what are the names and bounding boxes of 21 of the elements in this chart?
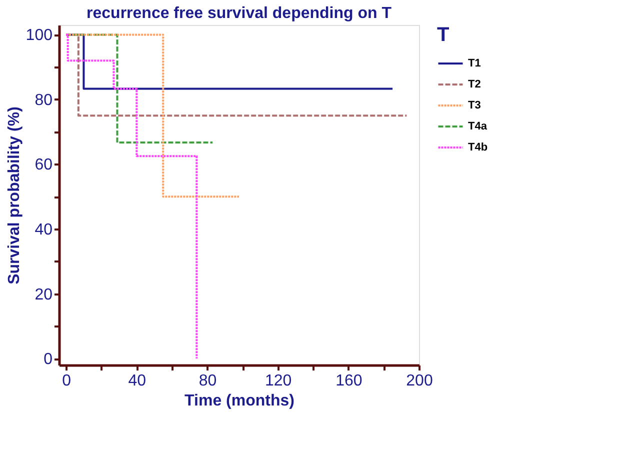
- legend-label: T4b: [468, 142, 488, 154]
- legend-label: T1: [468, 58, 481, 70]
- y-tick-label: 100: [26, 27, 53, 44]
- x-tick-label: 0: [62, 372, 72, 390]
- chart-title: recurrence free survival depending on T: [86, 5, 392, 22]
- legend-label: T3: [468, 100, 481, 112]
- x-tick-label: 40: [128, 372, 146, 390]
- y-tick-label: 40: [34, 222, 53, 238]
- x-axis-title: Time (months): [184, 392, 294, 410]
- x-tick-label: 120: [264, 372, 292, 390]
- legend-title: T: [437, 24, 450, 46]
- y-axis-title: Survival probability (%): [6, 106, 23, 284]
- y-tick-label: 0: [44, 351, 53, 368]
- x-tick-label: 160: [336, 372, 362, 390]
- y-tick-label: 20: [34, 286, 53, 304]
- x-tick-label: 80: [198, 372, 217, 390]
- x-tick-label: 200: [406, 372, 433, 390]
- y-tick-label: 60: [34, 156, 53, 174]
- legend-label: T4a: [468, 120, 488, 132]
- legend-label: T2: [468, 78, 481, 90]
- y-tick-label: 80: [34, 92, 53, 109]
